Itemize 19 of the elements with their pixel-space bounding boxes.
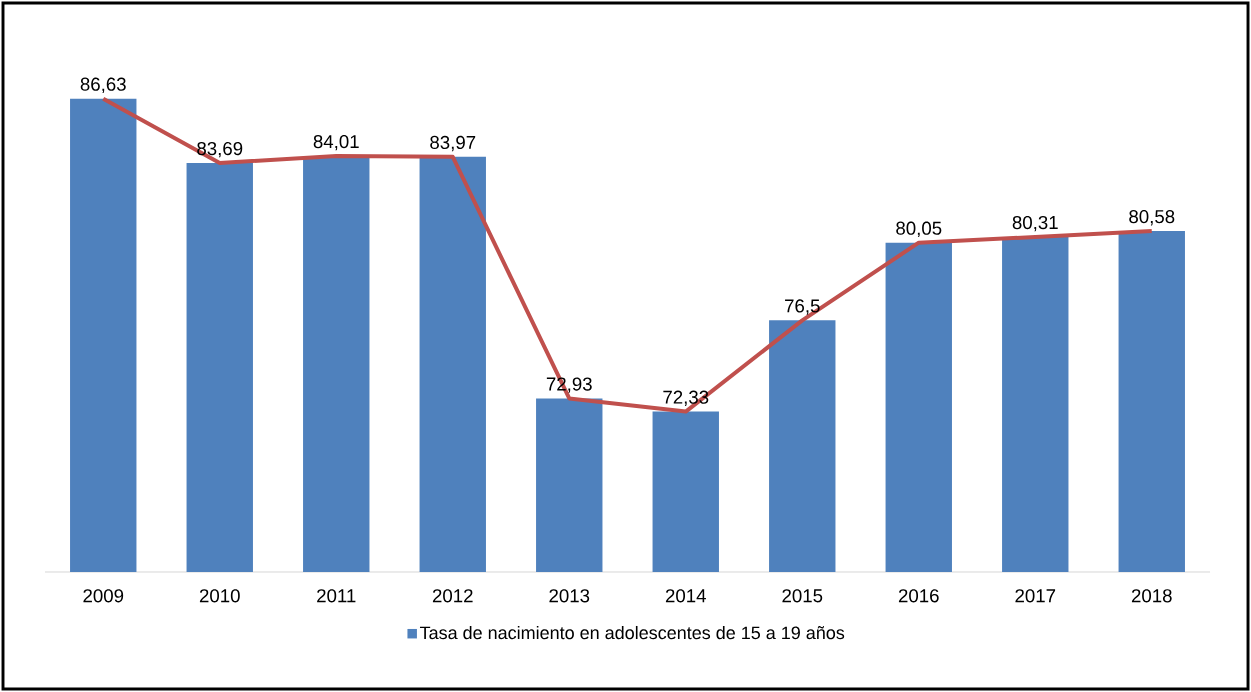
- x-tick-label: 2015: [782, 589, 823, 603]
- data-label: 83,69: [197, 141, 243, 158]
- data-label: 80,31: [1012, 215, 1058, 232]
- data-label: 86,63: [80, 77, 126, 94]
- data-label: 83,97: [430, 135, 476, 152]
- x-tick-label: 2016: [898, 589, 939, 603]
- x-tick-label: 2011: [317, 589, 356, 603]
- x-tick-label: 2012: [432, 589, 473, 603]
- x-tick-label: 2010: [199, 589, 240, 603]
- x-tick-label: 2017: [1015, 589, 1056, 603]
- data-label: 76,5: [785, 299, 820, 315]
- x-tick-label: 2013: [549, 589, 590, 603]
- x-tick-label: 2018: [1131, 589, 1172, 603]
- x-tick-label: 2009: [83, 589, 124, 603]
- x-tick-label: 2014: [665, 589, 706, 603]
- data-label: 80,05: [896, 221, 942, 238]
- legend-label: Tasa de nacimiento en adolescentes de 15 a 19 años: [419, 625, 845, 640]
- data-label: 84,01: [313, 134, 359, 151]
- data-label: 80,58: [1129, 210, 1175, 226]
